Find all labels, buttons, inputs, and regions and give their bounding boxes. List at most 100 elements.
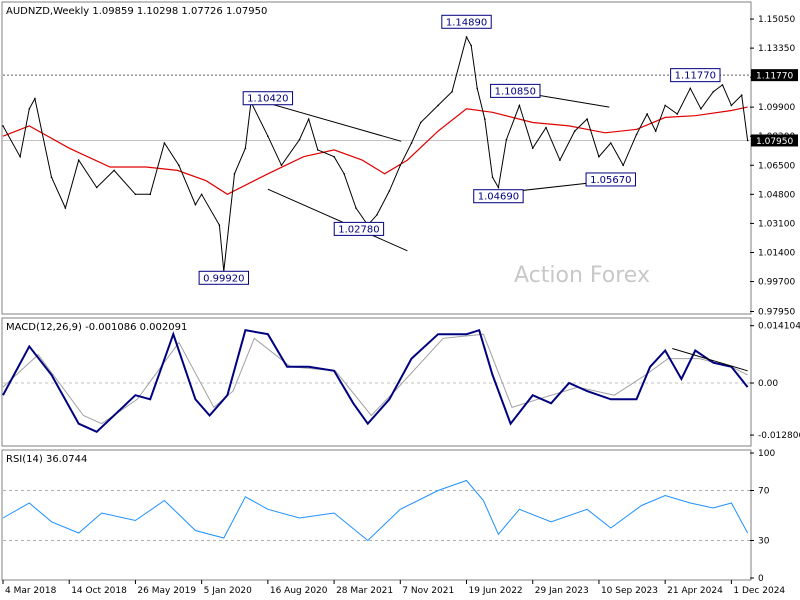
price-point (451, 90, 453, 93)
annotation-label: 1.14890 (446, 17, 487, 28)
price-point (2, 125, 4, 127)
annotation-box (473, 189, 524, 204)
price-point (465, 36, 468, 38)
x-tick-label: 21 Apr 2024 (667, 586, 723, 596)
price-point (598, 155, 600, 158)
price-point (505, 138, 508, 141)
price-point (233, 173, 236, 175)
price-point (700, 108, 702, 110)
price-point (740, 94, 743, 96)
price-point (50, 176, 53, 179)
price-point (476, 87, 478, 90)
annotation-label: 1.10850 (495, 86, 536, 97)
price-y-tick-label: 1.06500 (758, 161, 795, 171)
annotation-box (490, 83, 541, 98)
price-point (664, 104, 666, 107)
moving-average-path (2, 106, 748, 195)
price-point (64, 207, 67, 209)
price-point (586, 118, 588, 120)
price-point (280, 164, 283, 167)
price-annotations: 1.14890 1.10420 1.10850 1.11770 1.02780 0.999… (198, 14, 721, 285)
price-point (399, 164, 402, 167)
price-point (545, 126, 547, 129)
macd-title: MACD(12,26,9) -0.001086 0.002091 (6, 322, 187, 333)
price-point (470, 44, 473, 47)
price-point (721, 84, 724, 86)
price-point (113, 169, 115, 172)
rsi-y-tick-label: 0 (758, 574, 764, 584)
price-point (163, 142, 166, 144)
annotation-box (333, 221, 385, 236)
price-point (531, 147, 534, 149)
rsi-y-axis: 100 70 30 0 (750, 449, 775, 584)
price-y-tick-label: 1.03100 (758, 219, 795, 229)
current-price-tag: 1.07950 (756, 137, 793, 147)
price-point (573, 130, 576, 132)
watermark: Action Forex (514, 263, 650, 288)
price-point (149, 193, 152, 196)
price-point (376, 214, 378, 216)
macd-trendline-segment (672, 347, 748, 372)
price-point (244, 147, 247, 149)
price-point (298, 138, 301, 141)
macd-panel: MACD(12,26,9) -0.001086 0.002091 0.01410… (1, 317, 800, 447)
price-point (333, 155, 335, 158)
annotation-label: 1.02780 (338, 224, 379, 235)
rsi-y-tick-label: 30 (758, 537, 770, 547)
price-point (134, 193, 137, 196)
price-y-tick-label: 1.09900 (758, 103, 795, 113)
price-point (410, 142, 413, 144)
price-point (491, 176, 494, 179)
price-point (34, 97, 36, 100)
price-point (730, 104, 733, 107)
x-tick-label: 1 Dec 2024 (733, 586, 785, 596)
macd-series (2, 328, 749, 433)
price-point (746, 139, 749, 142)
price-point (654, 130, 657, 132)
price-point (559, 159, 561, 161)
price-point (497, 186, 500, 189)
x-tick-label: 5 Jan 2020 (204, 586, 252, 596)
price-title: AUDNZD,Weekly 1.09859 1.10298 1.07726 1.… (6, 6, 267, 17)
price-point (307, 118, 310, 120)
price-point (95, 186, 98, 189)
x-tick-label: 28 Mar 2021 (336, 586, 393, 596)
price-point (646, 113, 648, 115)
annotation-label: 1.05670 (590, 175, 631, 186)
price-point (676, 113, 679, 115)
price-point (267, 135, 269, 137)
price-point (689, 87, 692, 90)
x-axis: 4 Mar 2018 14 Oct 2018 26 May 2019 5 Jan 20… (2, 579, 785, 596)
trendline (267, 188, 408, 252)
price-y-tick-label: 0.99700 (758, 278, 795, 288)
price-point (343, 173, 345, 175)
annotation-label: 1.10420 (247, 94, 288, 105)
x-tick-label: 4 Mar 2018 (5, 586, 57, 596)
price-panel: AUDNZD,Weekly 1.09859 1.10298 1.07726 1.… (1, 1, 798, 317)
rsi-y-tick-label: 100 (758, 449, 775, 459)
annotation-box (198, 270, 250, 285)
annotation-label: 1.04690 (478, 192, 519, 203)
price-point (484, 118, 486, 120)
price-panel-frame (1, 1, 752, 315)
price-point (712, 90, 715, 93)
macd-main-path (2, 328, 749, 433)
x-tick-label: 26 May 2019 (137, 586, 196, 596)
price-point (635, 133, 638, 136)
price-point (28, 108, 31, 110)
macd-signal-path (2, 333, 748, 425)
price-point (622, 164, 624, 167)
annotation-box (670, 68, 721, 83)
price-point (200, 193, 203, 196)
annotation-box (242, 91, 294, 106)
price-y-tick-label: 0.97950 (758, 307, 795, 317)
price-point (419, 121, 422, 124)
moving-average-line (2, 106, 748, 195)
macd-y-tick-label: 0.00 (758, 379, 778, 389)
annotation-label: 1.11770 (675, 71, 716, 82)
price-point (388, 190, 391, 192)
price-y-axis: 1.150501.133501.116501.099001.082001.065… (750, 15, 798, 317)
price-point (19, 155, 21, 158)
